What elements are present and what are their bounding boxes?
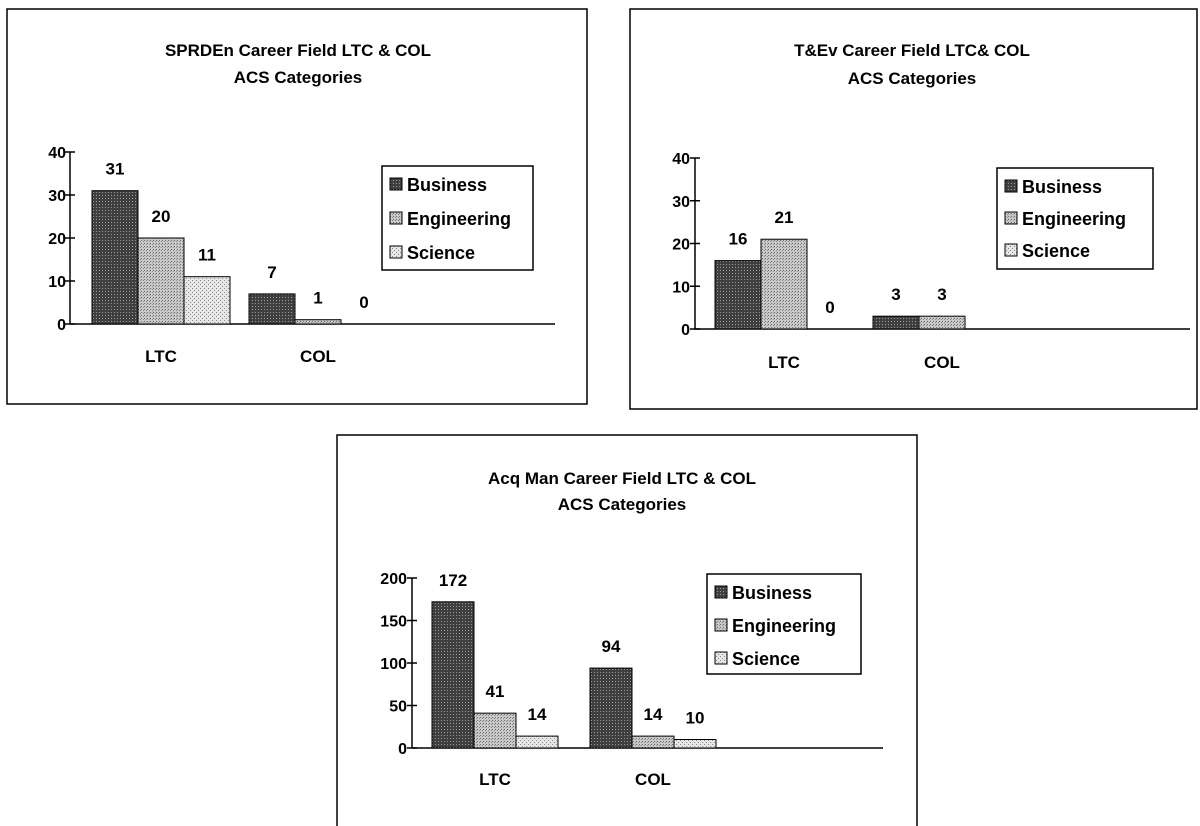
y-tick-label: 0	[57, 317, 66, 334]
data-label: 3	[891, 285, 900, 304]
legend-label-science: Science	[407, 243, 475, 263]
data-label: 11	[198, 246, 216, 265]
data-label: 7	[267, 263, 276, 282]
bar-engineering-col	[631, 735, 675, 749]
y-tick-label: 0	[398, 741, 407, 758]
y-tick-label: 200	[380, 571, 407, 588]
data-label: 3	[937, 285, 946, 304]
y-tick-label: 30	[48, 188, 66, 205]
legend-label-science: Science	[1022, 241, 1090, 261]
chart-sprden: SPRDEn Career Field LTC & COL ACS Catego…	[6, 8, 588, 405]
legend-box	[381, 165, 534, 271]
legend-box	[996, 167, 1154, 270]
legend-label-business: Business	[732, 583, 812, 603]
chart-title: Acq Man Career Field LTC & COL	[488, 469, 756, 488]
data-label: 14	[528, 705, 547, 724]
legend-label-science: Science	[732, 649, 800, 669]
data-label: 20	[152, 207, 171, 226]
chart-subtitle: ACS Categories	[848, 69, 976, 88]
y-tick-label: 30	[672, 194, 690, 211]
data-label: 21	[775, 208, 794, 227]
data-label: 16	[729, 230, 748, 249]
chart-subtitle: ACS Categories	[558, 495, 686, 514]
bar-business-col	[248, 293, 296, 325]
legend-label-business: Business	[407, 175, 487, 195]
y-tick-label: 150	[380, 614, 407, 631]
y-tick-label: 50	[389, 699, 407, 716]
data-label: 14	[644, 705, 663, 724]
bar-business-ltc	[91, 190, 139, 325]
legend-label-engineering: Engineering	[732, 616, 836, 636]
category-label: LTC	[768, 353, 800, 372]
legend: Business Engineering Science	[996, 167, 1154, 270]
data-label: 94	[602, 637, 621, 656]
y-tick-label: 0	[681, 322, 690, 339]
data-label: 1	[313, 289, 322, 308]
data-label: 172	[439, 571, 467, 590]
bar-business-ltc	[714, 260, 762, 330]
data-label: 0	[825, 298, 834, 317]
legend-swatch-science	[714, 651, 728, 665]
plot-area: 0 10 20 30 40 16 21 0 LTC 3 3 COL Business Engineerin…	[672, 151, 1190, 372]
chart-subtitle: ACS Categories	[234, 68, 362, 87]
legend-swatch-science	[1004, 243, 1018, 257]
legend: Business Engineering Science	[381, 165, 534, 271]
y-tick-label: 100	[380, 656, 407, 673]
legend-label-business: Business	[1022, 177, 1102, 197]
chart-title: T&Ev Career Field LTC& COL	[794, 41, 1030, 60]
bar-science-col	[673, 739, 717, 749]
bar-business-ltc	[431, 601, 475, 749]
legend: Business Engineering Science	[706, 573, 862, 675]
legend-swatch-business	[714, 585, 728, 599]
data-label: 10	[686, 709, 705, 728]
legend-swatch-engineering	[1004, 211, 1018, 225]
bar-engineering-ltc	[473, 712, 517, 749]
legend-box	[706, 573, 862, 675]
category-label: LTC	[145, 347, 177, 366]
legend-label-engineering: Engineering	[407, 209, 511, 229]
bar-science-ltc	[515, 735, 559, 749]
y-tick-label: 10	[672, 279, 690, 296]
category-label: COL	[924, 353, 960, 372]
legend-swatch-business	[389, 177, 403, 191]
legend-label-engineering: Engineering	[1022, 209, 1126, 229]
bar-engineering-col	[918, 315, 966, 330]
y-tick-label: 10	[48, 274, 66, 291]
y-tick-label: 40	[672, 151, 690, 168]
bar-science-ltc	[183, 276, 231, 325]
legend-swatch-science	[389, 245, 403, 259]
y-tick-label: 20	[672, 237, 690, 254]
legend-swatch-engineering	[389, 211, 403, 225]
bar-engineering-col	[294, 319, 342, 325]
bar-engineering-ltc	[137, 237, 185, 325]
data-label: 41	[486, 682, 505, 701]
chart-acqman: Acq Man Career Field LTC & COL ACS Categ…	[336, 434, 918, 826]
category-label: COL	[300, 347, 336, 366]
category-label: LTC	[479, 770, 511, 789]
y-tick-label: 20	[48, 231, 66, 248]
chart-tev: T&Ev Career Field LTC& COL ACS Categorie…	[629, 8, 1198, 410]
legend-swatch-engineering	[714, 618, 728, 632]
bar-business-col	[589, 667, 633, 749]
y-tick-label: 40	[48, 145, 66, 162]
legend-swatch-business	[1004, 179, 1018, 193]
bar-engineering-ltc	[760, 238, 808, 330]
data-label: 0	[359, 293, 368, 312]
category-label: COL	[635, 770, 671, 789]
data-label: 31	[106, 160, 125, 179]
bar-business-col	[872, 315, 920, 330]
plot-area: 0 50 100 150 200 172 41 14 LTC 94 14 10 COL Business E…	[380, 571, 883, 789]
chart-title: SPRDEn Career Field LTC & COL	[165, 41, 431, 60]
